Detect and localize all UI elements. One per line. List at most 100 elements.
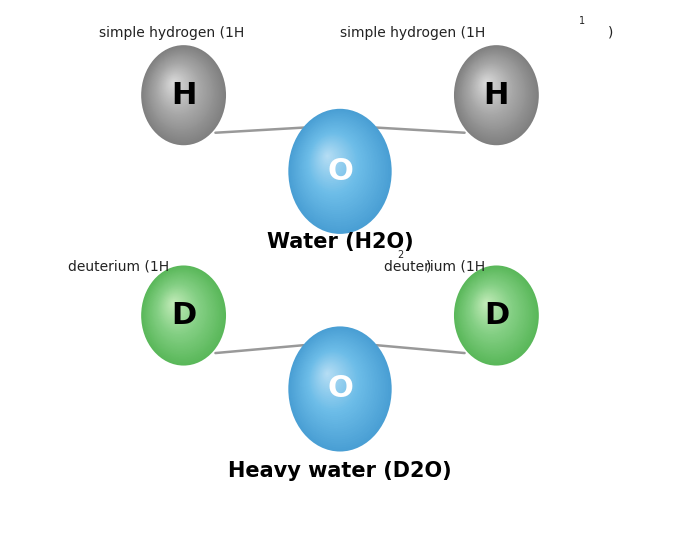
Ellipse shape bbox=[298, 338, 375, 432]
Ellipse shape bbox=[144, 49, 221, 139]
Ellipse shape bbox=[160, 287, 196, 330]
Text: deuterium (1H: deuterium (1H bbox=[68, 259, 169, 274]
Ellipse shape bbox=[483, 299, 491, 309]
Ellipse shape bbox=[301, 342, 371, 426]
Ellipse shape bbox=[170, 79, 178, 89]
Ellipse shape bbox=[485, 82, 487, 84]
Ellipse shape bbox=[323, 369, 334, 381]
Ellipse shape bbox=[150, 276, 211, 348]
Ellipse shape bbox=[320, 147, 339, 169]
Ellipse shape bbox=[321, 149, 337, 168]
Ellipse shape bbox=[479, 75, 496, 95]
Ellipse shape bbox=[324, 152, 332, 162]
Ellipse shape bbox=[460, 273, 528, 353]
Ellipse shape bbox=[322, 150, 335, 165]
Ellipse shape bbox=[316, 141, 347, 179]
Ellipse shape bbox=[154, 61, 203, 119]
Ellipse shape bbox=[300, 123, 373, 211]
Ellipse shape bbox=[172, 302, 174, 305]
Ellipse shape bbox=[322, 367, 335, 383]
Ellipse shape bbox=[294, 333, 382, 440]
Ellipse shape bbox=[466, 60, 517, 120]
Ellipse shape bbox=[471, 65, 511, 113]
Ellipse shape bbox=[457, 269, 534, 360]
Ellipse shape bbox=[311, 136, 354, 189]
Ellipse shape bbox=[471, 285, 511, 333]
Ellipse shape bbox=[152, 57, 209, 125]
Ellipse shape bbox=[165, 73, 186, 98]
Ellipse shape bbox=[306, 348, 362, 416]
Ellipse shape bbox=[152, 58, 207, 123]
Ellipse shape bbox=[171, 301, 175, 306]
Ellipse shape bbox=[476, 292, 502, 322]
Ellipse shape bbox=[325, 371, 330, 377]
Ellipse shape bbox=[455, 267, 537, 364]
Ellipse shape bbox=[288, 326, 392, 452]
Ellipse shape bbox=[482, 78, 492, 90]
Ellipse shape bbox=[293, 115, 384, 224]
Ellipse shape bbox=[151, 57, 210, 127]
Ellipse shape bbox=[471, 286, 510, 331]
Ellipse shape bbox=[475, 291, 503, 323]
Ellipse shape bbox=[456, 47, 536, 142]
Ellipse shape bbox=[313, 356, 352, 403]
Ellipse shape bbox=[473, 288, 507, 328]
Ellipse shape bbox=[295, 117, 380, 220]
Ellipse shape bbox=[477, 293, 500, 320]
Ellipse shape bbox=[475, 71, 503, 103]
Ellipse shape bbox=[307, 349, 361, 415]
Ellipse shape bbox=[153, 280, 206, 342]
Ellipse shape bbox=[465, 58, 520, 123]
Ellipse shape bbox=[469, 282, 515, 337]
Ellipse shape bbox=[149, 54, 213, 129]
Ellipse shape bbox=[154, 60, 205, 120]
Ellipse shape bbox=[475, 70, 505, 104]
Ellipse shape bbox=[307, 131, 361, 197]
Text: 2: 2 bbox=[397, 250, 403, 259]
Ellipse shape bbox=[320, 365, 339, 387]
Text: deuterium (1H: deuterium (1H bbox=[384, 259, 486, 274]
Ellipse shape bbox=[142, 46, 224, 144]
Ellipse shape bbox=[467, 281, 516, 339]
Ellipse shape bbox=[300, 341, 373, 428]
Ellipse shape bbox=[163, 71, 189, 101]
Text: D: D bbox=[483, 301, 509, 330]
Ellipse shape bbox=[308, 132, 359, 195]
Ellipse shape bbox=[460, 53, 528, 133]
Ellipse shape bbox=[143, 267, 223, 362]
Ellipse shape bbox=[172, 82, 174, 84]
Ellipse shape bbox=[296, 118, 379, 218]
Text: 1: 1 bbox=[579, 16, 585, 26]
Ellipse shape bbox=[302, 125, 369, 207]
Ellipse shape bbox=[149, 275, 213, 350]
Ellipse shape bbox=[168, 77, 181, 92]
Ellipse shape bbox=[169, 78, 180, 90]
Ellipse shape bbox=[291, 112, 387, 228]
Ellipse shape bbox=[454, 265, 539, 366]
Ellipse shape bbox=[289, 110, 390, 232]
Ellipse shape bbox=[324, 370, 332, 379]
Ellipse shape bbox=[145, 270, 220, 358]
Ellipse shape bbox=[482, 298, 492, 311]
Ellipse shape bbox=[290, 111, 388, 230]
Ellipse shape bbox=[325, 153, 330, 159]
Ellipse shape bbox=[320, 146, 340, 171]
Ellipse shape bbox=[477, 72, 500, 100]
Ellipse shape bbox=[318, 363, 341, 391]
Ellipse shape bbox=[483, 79, 491, 89]
Ellipse shape bbox=[153, 59, 206, 122]
Ellipse shape bbox=[304, 127, 366, 202]
Ellipse shape bbox=[466, 281, 517, 341]
Ellipse shape bbox=[162, 70, 192, 104]
Ellipse shape bbox=[456, 268, 535, 361]
Ellipse shape bbox=[465, 279, 520, 344]
Ellipse shape bbox=[484, 81, 488, 86]
Ellipse shape bbox=[462, 275, 526, 350]
Ellipse shape bbox=[473, 67, 507, 108]
Ellipse shape bbox=[473, 67, 509, 109]
Ellipse shape bbox=[150, 55, 211, 128]
Ellipse shape bbox=[147, 52, 217, 134]
Ellipse shape bbox=[165, 294, 186, 319]
Ellipse shape bbox=[141, 45, 226, 145]
Text: Water (H2O): Water (H2O) bbox=[267, 232, 413, 252]
